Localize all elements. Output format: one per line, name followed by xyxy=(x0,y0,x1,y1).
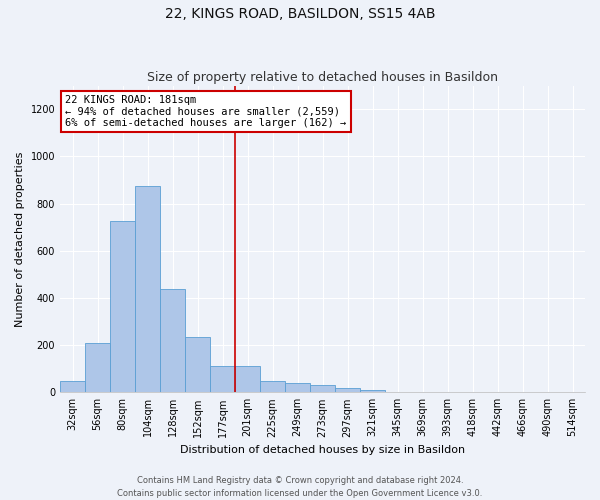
Bar xyxy=(235,366,260,392)
Bar xyxy=(335,388,360,392)
Title: Size of property relative to detached houses in Basildon: Size of property relative to detached ho… xyxy=(147,72,498,85)
Bar xyxy=(160,288,185,393)
X-axis label: Distribution of detached houses by size in Basildon: Distribution of detached houses by size … xyxy=(180,445,465,455)
Bar xyxy=(310,385,335,392)
Text: 22, KINGS ROAD, BASILDON, SS15 4AB: 22, KINGS ROAD, BASILDON, SS15 4AB xyxy=(165,8,435,22)
Bar xyxy=(85,343,110,392)
Text: 22 KINGS ROAD: 181sqm
← 94% of detached houses are smaller (2,559)
6% of semi-de: 22 KINGS ROAD: 181sqm ← 94% of detached … xyxy=(65,95,347,128)
Y-axis label: Number of detached properties: Number of detached properties xyxy=(15,152,25,326)
Bar xyxy=(260,381,285,392)
Bar xyxy=(110,222,135,392)
Bar xyxy=(210,366,235,392)
Bar xyxy=(360,390,385,392)
Bar xyxy=(185,337,210,392)
Bar xyxy=(60,380,85,392)
Bar xyxy=(285,383,310,392)
Text: Contains HM Land Registry data © Crown copyright and database right 2024.
Contai: Contains HM Land Registry data © Crown c… xyxy=(118,476,482,498)
Bar xyxy=(135,186,160,392)
